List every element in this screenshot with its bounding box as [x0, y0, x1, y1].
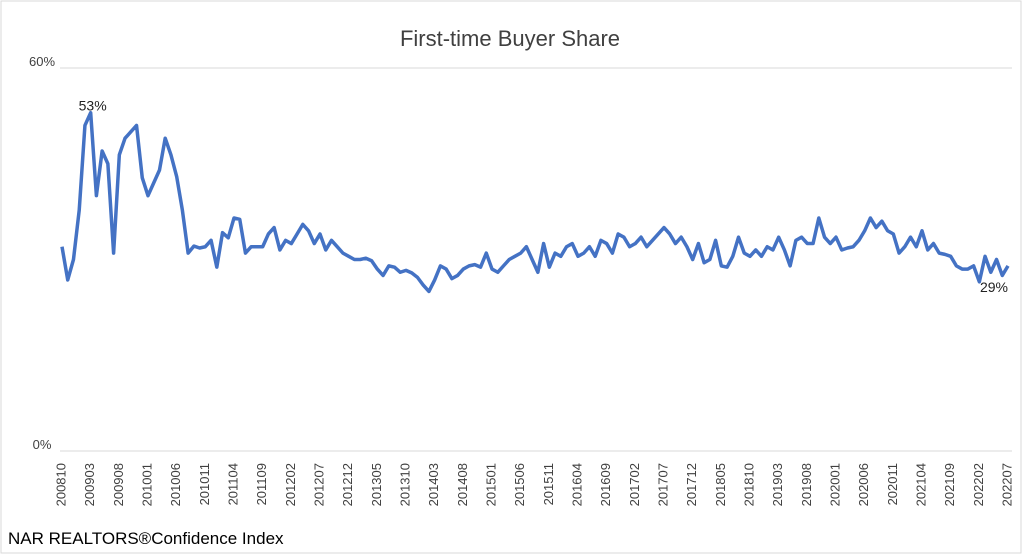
x-tick-label: 201001	[139, 463, 154, 506]
x-tick-label: 201506	[512, 463, 527, 506]
x-tick-label: 201408	[455, 463, 470, 506]
x-tick-label: 201212	[340, 463, 355, 506]
x-tick-label: 201403	[426, 463, 441, 506]
x-tick-label: 201810	[741, 463, 756, 506]
y-tick-label: 0%	[33, 437, 52, 452]
x-tick-label: 201805	[713, 463, 728, 506]
data-label: 53%	[79, 98, 107, 114]
x-tick-label: 202104	[913, 463, 928, 506]
x-tick-label: 201207	[311, 463, 326, 506]
data-label: 29%	[980, 279, 1008, 295]
x-tick-label: 202109	[942, 463, 957, 506]
x-tick-label: 202006	[856, 463, 871, 506]
series-line	[60, 110, 1010, 294]
x-tick-label: 201903	[770, 463, 785, 506]
x-tick-label: 201712	[684, 463, 699, 506]
x-tick-label: 201006	[168, 463, 183, 506]
x-tick-label: 202207	[999, 463, 1014, 506]
x-tick-label: 200810	[53, 463, 68, 506]
x-tick-label: 201609	[598, 463, 613, 506]
x-tick-label: 201202	[283, 463, 298, 506]
x-tick-label: 201604	[569, 463, 584, 506]
footer: NAR REALTORS®Confidence Index	[8, 529, 284, 548]
x-tick-label: 200908	[111, 463, 126, 506]
x-tick-label: 202011	[885, 463, 900, 505]
x-tick-label: 201707	[655, 463, 670, 506]
chart-title: First-time Buyer Share	[400, 26, 620, 51]
x-tick-label: 201702	[627, 463, 642, 506]
x-tick-label: 201104	[225, 463, 240, 505]
x-tick-label: 202001	[827, 463, 842, 506]
x-tick-label: 202202	[971, 463, 986, 506]
x-tick-label: 201310	[397, 463, 412, 506]
y-tick-label: 60%	[29, 54, 55, 69]
x-tick-label: 201908	[799, 463, 814, 506]
x-tick-label: 201511	[541, 463, 556, 505]
x-tick-label: 201109	[254, 463, 269, 505]
x-tick-label: 200903	[82, 463, 97, 506]
x-tick-label: 201011	[197, 463, 212, 505]
x-tick-label: 201501	[483, 463, 498, 506]
x-tick-label: 201305	[369, 463, 384, 506]
